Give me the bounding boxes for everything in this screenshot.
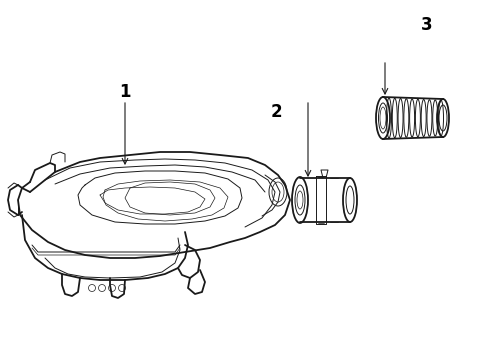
Text: 3: 3	[420, 16, 432, 34]
Text: 1: 1	[119, 83, 131, 101]
Text: 2: 2	[271, 103, 283, 121]
